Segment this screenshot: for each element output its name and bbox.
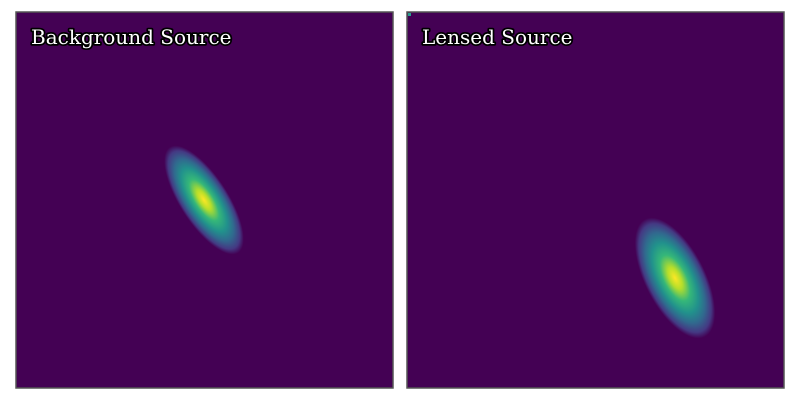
panel-title: Lensed Source bbox=[422, 25, 572, 49]
source-blob bbox=[164, 145, 244, 255]
panel-background: Background Source bbox=[15, 11, 394, 389]
image-frame bbox=[406, 11, 785, 389]
panel-title: Background Source bbox=[31, 25, 232, 49]
pixel-artifact bbox=[408, 13, 411, 16]
panel-lensed: Lensed Source bbox=[406, 11, 785, 389]
lensed-blob bbox=[634, 217, 716, 339]
